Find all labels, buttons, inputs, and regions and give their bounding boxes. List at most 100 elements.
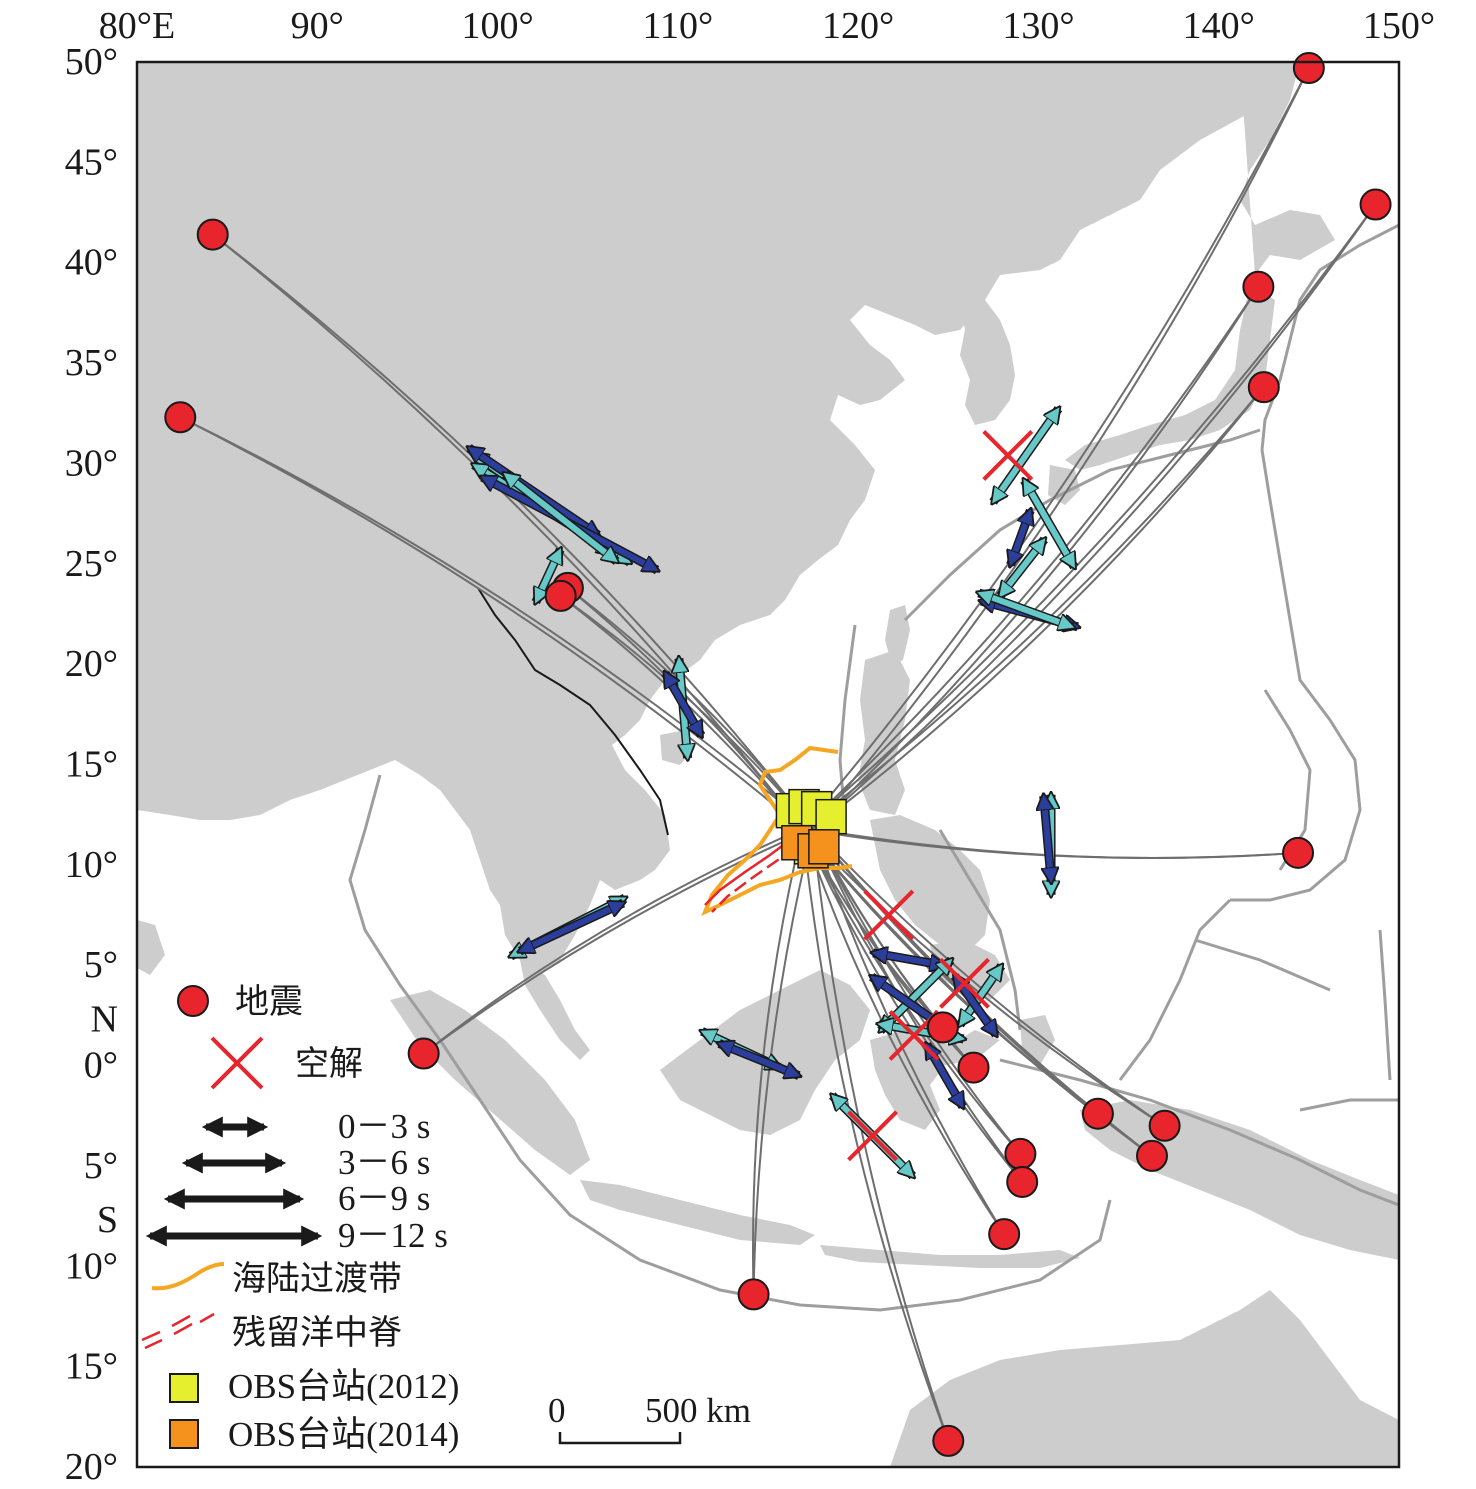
obs-stations [775, 788, 847, 869]
splitting-arrow [719, 1043, 799, 1075]
top-tick-label: 130° [1002, 5, 1074, 47]
red-river-fault [477, 587, 669, 836]
yap-palau-trench [1118, 898, 1232, 1081]
obs-station-2012 [815, 798, 847, 835]
land-taiwan [885, 605, 910, 665]
land-sakhalin-hokkaido [1240, 62, 1335, 275]
legend-ridge-symbol [141, 1312, 215, 1350]
land-sri-lanka [137, 920, 165, 975]
ryukyu-trench [903, 428, 1261, 622]
land-malay-peninsula [520, 960, 590, 1060]
splitting-arrow [665, 673, 701, 735]
left-tick-label: 0° [84, 1045, 118, 1087]
land-korea [960, 300, 1015, 425]
top-tick-label: 90° [291, 5, 344, 47]
legend-obs-2012-symbol [169, 1373, 199, 1403]
land-australia [890, 1290, 1399, 1467]
land-japan-honshu [1065, 285, 1275, 470]
legend-transition-label: 海陆过渡带 [232, 1259, 402, 1299]
scale-bar-line [558, 1432, 682, 1445]
left-tick-label: 20° [65, 643, 118, 685]
scale-bar-label: 500 km [645, 1391, 751, 1430]
legend-ridge-label: 残留洋中脊 [232, 1313, 402, 1353]
top-tick-label: 100° [461, 5, 533, 47]
null-cross-b [939, 957, 990, 1009]
left-tick-label: 15° [65, 1346, 118, 1388]
legend-null-label: 空解 [295, 1044, 363, 1084]
earthquake-marker [932, 1424, 965, 1457]
land-asia-mainland [137, 62, 1300, 975]
new-guinea-boundary [999, 1058, 1399, 1207]
relict-ridge [704, 839, 796, 913]
legend-earthquake-symbol [177, 985, 209, 1017]
philippine-trench [938, 829, 1022, 1031]
earthquake-marker [1148, 1109, 1181, 1142]
relict-ridge-line-b [711, 846, 796, 913]
ray-path [179, 416, 804, 830]
legend-arrow-0-3-label: 0－3 s [338, 1107, 430, 1146]
land-layer [137, 62, 1399, 1467]
transition-zone [701, 745, 853, 916]
earthquake-marker [1136, 1139, 1169, 1172]
left-tick-label: 40° [65, 242, 118, 284]
east-boundary [1378, 929, 1392, 1081]
null-cross-b [847, 1110, 898, 1162]
splitting-arrow [993, 409, 1058, 502]
ray-path [801, 67, 1310, 830]
left-tick-label: 25° [65, 543, 118, 585]
splitting-arrow [1000, 539, 1044, 596]
land-luzon [858, 650, 910, 815]
legend-obs-2014-symbol [169, 1419, 199, 1449]
left-tick-label: 50° [65, 41, 118, 83]
sorong-fault [1299, 1098, 1399, 1112]
legend-arrow-3-6-label: 3－6 s [338, 1143, 430, 1182]
earthquake-marker [1359, 188, 1392, 221]
izu-bonin-mariana-trench [1230, 449, 1362, 902]
splitting-arrow [520, 903, 623, 951]
left-tick-label: 10° [65, 844, 118, 886]
earthquakes [164, 52, 1392, 1457]
earthquake-marker [1282, 836, 1315, 869]
relict-ridge-line-a [704, 839, 791, 906]
earthquake-marker [988, 1218, 1021, 1251]
top-tick-label: 80°E [99, 5, 175, 47]
legend-obs-2012-label: OBS台站(2012) [228, 1367, 459, 1406]
scale-bar: 0 500 km [548, 1391, 751, 1445]
top-axis: 80°E 90° 100° 110° 120° 130° 140° 150° [99, 5, 1435, 47]
legend-null-symbol [210, 1036, 264, 1090]
earthquake-marker [957, 1051, 990, 1084]
left-tick-label: N [91, 998, 118, 1040]
left-tick-label: S [97, 1199, 118, 1241]
plate-boundaries [348, 223, 1399, 1312]
left-tick-label: 10° [65, 1245, 118, 1287]
top-tick-label: 110° [642, 5, 713, 47]
earthquake-marker [196, 218, 229, 251]
ray-path [811, 67, 1310, 830]
land-sumatra [390, 990, 590, 1175]
splitting-arrow [536, 550, 561, 603]
obs-station-2014 [808, 829, 840, 865]
null-cross-b [982, 429, 1034, 481]
left-tick-label: 35° [65, 342, 118, 384]
earthquake-marker [737, 1278, 770, 1311]
splitting-arrow [979, 593, 1073, 627]
transition-zone-line [701, 745, 853, 916]
legend-earthquake-label: 地震 [235, 982, 303, 1022]
earthquake-marker [926, 1011, 959, 1044]
caroline-boundary [1194, 938, 1331, 992]
legend-obs-2014-label: OBS台站(2014) [228, 1415, 459, 1454]
earthquake-marker [1081, 1097, 1114, 1130]
ray-path [179, 416, 814, 830]
null-cross-b [863, 889, 915, 941]
left-axis: 50°45°40°35°30°25°20°15°10°5°N0°5°S10°15… [65, 41, 118, 1488]
earthquake-marker [1292, 52, 1325, 85]
scale-bar-zero: 0 [548, 1391, 566, 1430]
legend-arrow-9-12-label: 9－12 s [338, 1216, 448, 1255]
left-tick-label: 45° [65, 141, 118, 183]
earthquake-marker [1247, 371, 1280, 404]
legend-arrow-6-9-label: 6－9 s [338, 1179, 430, 1218]
left-tick-label: 20° [65, 1446, 118, 1488]
top-tick-label: 140° [1183, 5, 1255, 47]
top-tick-label: 120° [822, 5, 894, 47]
